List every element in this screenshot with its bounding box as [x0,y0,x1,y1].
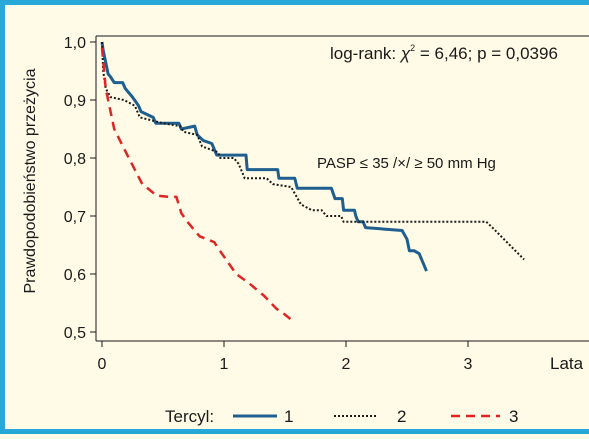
chi-superscript: 2 [410,43,415,53]
y-tick-label: 0,5 [64,325,86,342]
y-tick-label: 1,0 [64,35,86,52]
legend-label-3: 3 [509,407,518,426]
logrank-prefix: log-rank: [330,44,401,63]
x-tick-label: 0 [98,356,107,373]
legend-title: Tercyl: [165,407,214,426]
legend-label-1: 1 [284,407,293,426]
y-axis-label: Prawdopodobieństwo przeżycia [22,68,39,293]
chi-symbol: χ [399,44,411,63]
y-tick-label: 0,9 [64,93,86,110]
legend-label-2: 2 [397,407,406,426]
survival-chart: 0,5 0,6 0,7 0,8 0,9 1,0 0 1 2 3 Prawdopodobieństw… [22,35,589,426]
x-tick-label: 1 [220,356,229,373]
x-axis-label: Lata [550,354,584,373]
series-line-tercyl-2 [101,41,525,261]
series-line-tercyl-1 [100,41,428,272]
x-tick-label: 2 [342,356,351,373]
legend: Tercyl: 1 2 3 [165,407,518,426]
y-tick-label: 0,7 [64,209,86,226]
pasp-annotation: PASP ≤ 35 /×/ ≥ 50 mm Hg [317,155,496,172]
x-tick-label: 3 [464,356,473,373]
y-tick-label: 0,6 [64,267,86,284]
series-line-tercyl-3 [100,47,295,323]
y-tick-label: 0,8 [64,151,86,168]
logrank-suffix: = 6,46; p = 0,0396 [415,44,558,63]
logrank-annotation: log-rank: χ2 = 6,46; p = 0,0396 [330,43,558,63]
